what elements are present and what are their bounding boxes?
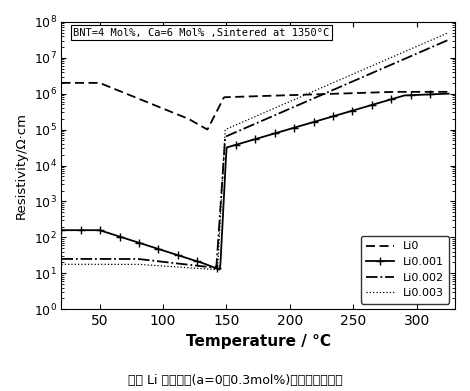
Legend: Li0, Li0.001, Li0.002, Li0.003: Li0, Li0.001, Li0.002, Li0.003	[360, 236, 449, 304]
X-axis label: Temperature / °C: Temperature / °C	[186, 334, 331, 349]
Text: BNT=4 Mol%, Ca=6 Mol% ,Sintered at 1350°C: BNT=4 Mol%, Ca=6 Mol% ,Sintered at 1350°…	[73, 27, 329, 38]
Y-axis label: Resistivity/Ω·cm: Resistivity/Ω·cm	[15, 112, 28, 219]
Text: 不同 Li 含量材料(a=0～0.3mol%)的阵温特性图谱: 不同 Li 含量材料(a=0～0.3mol%)的阵温特性图谱	[128, 374, 342, 387]
